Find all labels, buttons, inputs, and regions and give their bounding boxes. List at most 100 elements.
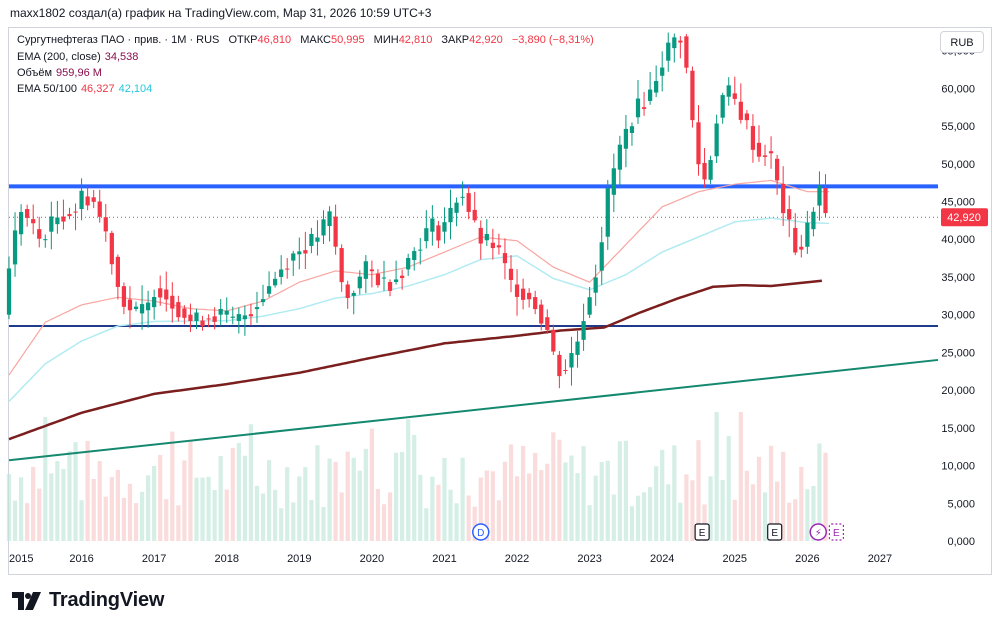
legend-price-row: Сургутнефтегаз ПАО · прив. · 1M · RUS ОТ… [17, 34, 594, 46]
candle-body [61, 216, 66, 222]
volume-bar [708, 476, 713, 541]
candle-body [496, 245, 502, 248]
earnings-marker [828, 523, 844, 541]
currency-button[interactable]: RUB [940, 31, 984, 53]
volume-bar [454, 503, 459, 541]
candle-body [363, 261, 368, 279]
volume-bar [133, 503, 139, 541]
candle-body [744, 113, 749, 121]
candle-body [799, 246, 804, 250]
volume-bar [43, 416, 48, 541]
x-tick-label: 2027 [868, 553, 892, 565]
candle-body [448, 207, 453, 223]
volume-bar [575, 473, 580, 541]
volume-bar [623, 440, 629, 541]
candle-body [164, 289, 169, 300]
volume-bar [25, 503, 30, 541]
volume-bar [502, 461, 508, 541]
candle-body [472, 209, 477, 221]
volume-bar [823, 452, 828, 541]
candle-body [297, 251, 302, 255]
candle-body [787, 209, 792, 220]
candle-body [333, 216, 338, 247]
candle-body [811, 211, 816, 230]
volume-bar [357, 470, 362, 541]
x-tick-label: 2017 [142, 553, 166, 565]
volume-bar [152, 465, 157, 541]
candle-body [139, 304, 145, 314]
y-tick-label: 25,000 [941, 347, 975, 359]
volume-bar [647, 487, 653, 541]
candle-body [369, 269, 375, 272]
volume-bar [581, 446, 586, 541]
ema200-line [8, 279, 823, 441]
candle-body [508, 268, 514, 281]
candle-body [684, 36, 689, 68]
candle-body [357, 276, 362, 289]
volume-bar [654, 466, 659, 541]
volume-bar [672, 445, 677, 541]
candle-body [91, 197, 96, 202]
earnings-marker-label: E [833, 528, 840, 539]
candle-body [484, 233, 489, 241]
candle-body [236, 314, 241, 321]
candle-body [133, 306, 139, 310]
volume-bar [490, 471, 495, 541]
candle-body [714, 123, 719, 157]
candle-body [31, 219, 36, 224]
last-price-tag [941, 208, 988, 227]
candle-body [315, 237, 320, 242]
candle-body [605, 188, 610, 237]
volume-bar [514, 476, 520, 541]
candle-body [823, 187, 828, 214]
candle-body [200, 320, 205, 327]
volume-bar [176, 505, 181, 541]
volume-bar [212, 490, 217, 541]
volume-bar [520, 445, 526, 541]
candle-body [563, 370, 568, 371]
volume-bar [97, 461, 102, 541]
x-tick-label: 2025 [723, 553, 747, 565]
volume-bar [557, 439, 562, 541]
candle-body [127, 299, 133, 311]
volume-bar [466, 495, 471, 541]
legend-low: 42,810 [398, 34, 433, 46]
candle-body [206, 318, 211, 320]
volume-bar [666, 484, 671, 541]
y-tick-label: 35,000 [941, 272, 975, 284]
candle-body [775, 158, 780, 181]
candle-body [539, 304, 544, 324]
legend-ema200-row: EMA (200, close) 34,538 [17, 51, 138, 63]
candle-body [145, 302, 151, 311]
volume-bar [587, 505, 592, 541]
volume-bar [79, 500, 84, 541]
volume-bar [273, 489, 278, 541]
candle-body [224, 310, 229, 315]
candle-body [635, 98, 641, 118]
candle-body [406, 257, 411, 270]
volume-bar [297, 476, 302, 541]
earnings-marker-label: E [699, 528, 706, 539]
candle-body [454, 202, 459, 213]
tradingview-logo[interactable]: TradingView [12, 589, 164, 612]
volume-bar [678, 502, 683, 541]
volume-bar [448, 489, 453, 541]
volume-bar [248, 424, 254, 541]
candle-body [303, 250, 308, 254]
legend-ema100-value: 42,104 [118, 83, 153, 95]
candle-body [170, 295, 175, 309]
volume-bar [200, 477, 205, 541]
x-tick-label: 2016 [69, 553, 93, 565]
volume-bar [381, 504, 387, 541]
candle-body [654, 80, 659, 93]
y-tick-label: 5,000 [947, 498, 975, 510]
candle-body [641, 107, 647, 109]
x-tick-label: 2018 [214, 553, 238, 565]
candle-body [768, 151, 774, 154]
volume-bar [158, 454, 163, 541]
y-tick-label: 50,000 [941, 159, 975, 171]
candle-body [25, 209, 30, 218]
volume-bar [714, 412, 719, 541]
x-tick-label: 2021 [432, 553, 456, 565]
